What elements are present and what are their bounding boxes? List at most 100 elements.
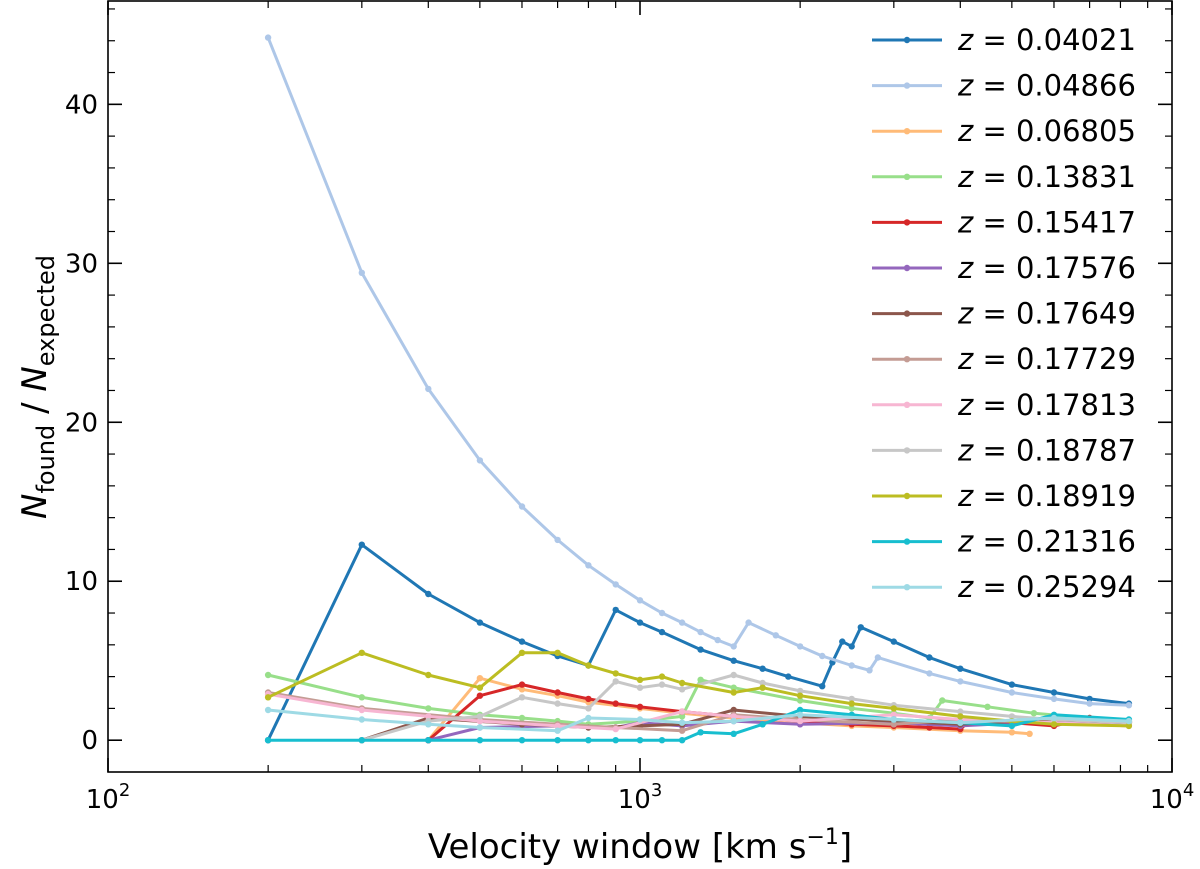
legend-entry: z = 0.04021 [872,23,1136,57]
data-point [358,716,365,723]
legend-entry: z = 0.17649 [872,297,1136,331]
data-point [819,683,826,690]
data-point [585,705,592,712]
legend-entry: z = 0.18919 [872,479,1136,513]
data-point [848,643,855,650]
data-point [658,681,666,688]
data-point [796,697,804,704]
data-point [518,714,526,722]
data-point [926,670,933,677]
data-point [518,503,526,510]
data-point [658,628,666,636]
legend-marker [903,82,911,89]
data-point [518,649,526,656]
data-point [678,737,686,744]
legend-label: z = 0.17576 [957,251,1136,285]
data-point [730,657,737,664]
data-point [554,700,561,707]
legend-label: z = 0.06805 [957,114,1136,148]
data-point [476,737,484,744]
series-line [267,708,1129,733]
data-point [425,671,432,679]
legend-entry: z = 0.15417 [872,205,1136,239]
data-point [819,652,826,660]
y-tick-label: 20 [65,408,98,438]
data-point [1008,729,1016,736]
legend-label: z = 0.25294 [957,570,1136,604]
y-tick-label: 40 [65,90,98,120]
data-point [636,597,644,604]
data-point [678,713,686,720]
legend-label: z = 0.17649 [957,297,1136,331]
legend-marker [903,584,911,591]
data-point [1050,714,1058,722]
data-point [866,667,873,674]
data-point [476,724,484,731]
data-point [730,713,737,720]
legend-label: z = 0.04021 [957,23,1136,57]
data-point [585,662,592,669]
data-point [678,708,686,715]
data-point [1008,689,1016,696]
data-point [518,686,526,693]
legend-entry: z = 0.18787 [872,433,1136,467]
data-point [1030,710,1038,717]
data-point [264,737,272,744]
data-point [714,636,721,644]
data-point [658,609,666,617]
data-point [612,737,619,744]
data-point [796,711,804,718]
data-point [697,676,704,683]
plot-frame [107,0,1173,773]
data-point [358,649,365,656]
data-point [1050,695,1058,703]
data-point [585,695,592,703]
data-point [957,708,964,715]
legend-entry: z = 0.13831 [872,160,1136,194]
data-point [518,694,526,701]
data-point [636,676,644,683]
data-point [1008,681,1016,688]
data-point [939,697,946,704]
data-point [1125,722,1133,730]
data-point [984,703,991,710]
data-point [612,700,619,707]
data-point [585,737,592,744]
series-1 [264,34,1133,709]
data-point [678,679,686,687]
data-point [890,716,897,723]
data-point [848,700,855,707]
data-point [957,678,964,685]
data-point [476,713,484,720]
data-point [554,689,561,696]
data-point [1086,695,1093,703]
data-point [796,692,804,699]
data-point [264,34,272,41]
x-axis-label: Velocity window [km s−1] [428,825,852,867]
data-point [957,719,964,726]
data-point [796,717,804,725]
data-point [785,673,792,680]
data-point [1086,700,1093,707]
data-point [585,714,592,722]
data-point [425,590,432,598]
legend-entry: z = 0.04866 [872,69,1136,103]
data-point [554,722,561,730]
ticks-layer: 0 10 20 30 40 102 103 104 [65,1,1194,815]
data-point [612,678,619,685]
legend-marker [903,264,911,272]
legend-marker [903,310,911,317]
legend-label: z = 0.13831 [957,160,1136,194]
data-point [518,737,526,744]
data-point [264,694,272,701]
data-point [264,671,272,679]
data-point [1125,702,1133,709]
series-12 [264,706,1133,734]
data-point [890,705,897,712]
legend-entry: z = 0.21316 [872,525,1136,559]
data-point [476,684,484,691]
data-point [730,684,737,691]
data-point [745,619,752,626]
legend-entry: z = 0.25294 [872,570,1136,604]
legend-marker [903,36,911,44]
